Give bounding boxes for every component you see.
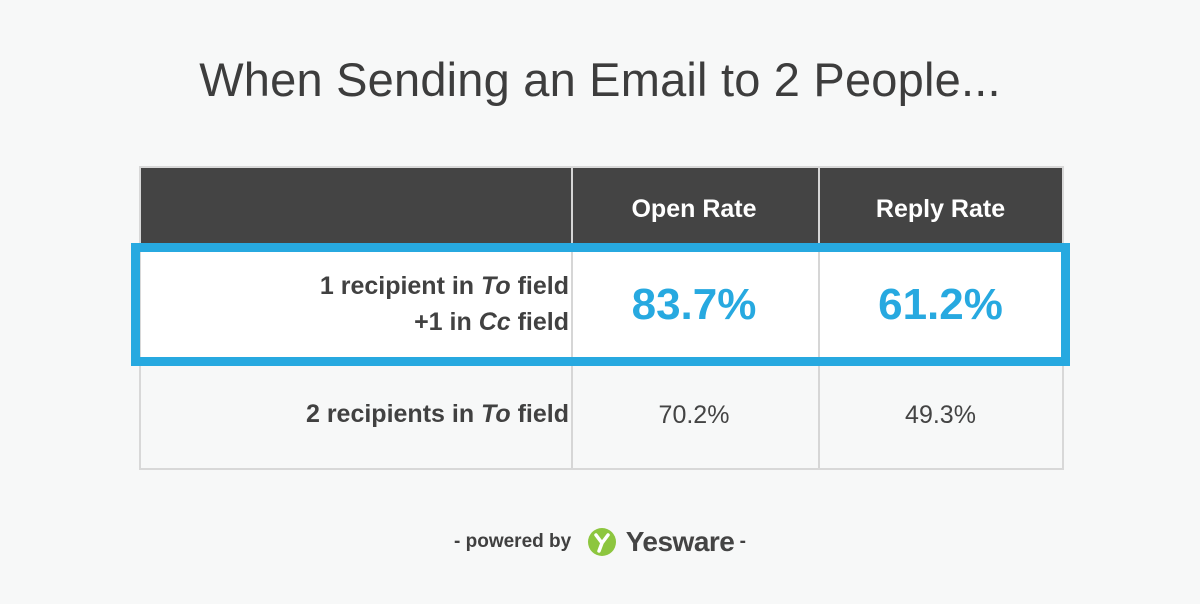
footer: - powered by Yesware - [0, 526, 1200, 558]
row-label-line2: +1 in Cc field [414, 308, 569, 336]
yesware-logo-icon [588, 528, 617, 556]
header-reply-rate: Reply Rate [875, 195, 1006, 223]
comparison-table: Open Rate Reply Rate 1 recipient in To f… [139, 166, 1064, 470]
column-divider [571, 168, 573, 468]
reply-rate-value: 49.3% [905, 401, 976, 429]
open-rate-value: 70.2% [658, 401, 730, 429]
row-label: 2 recipients in To field [305, 400, 569, 428]
brand-name: Yesware [625, 526, 735, 557]
footer-suffix: - [739, 531, 746, 552]
powered-by-text: - powered by [454, 531, 572, 552]
header-open-rate: Open Rate [631, 195, 757, 223]
highlight-box [131, 243, 1070, 366]
row-label-line1: 1 recipient in To field [319, 272, 569, 300]
page-title: When Sending an Email to 2 People... [199, 53, 1001, 106]
table-header: Open Rate Reply Rate [141, 168, 1062, 246]
table-row: 2 recipients in To field 70.2% 49.3% [141, 364, 1062, 468]
table-row: 1 recipient in To field +1 in Cc field 8… [141, 246, 1062, 362]
open-rate-value: 83.7% [631, 280, 757, 329]
column-divider [818, 168, 820, 468]
reply-rate-value: 61.2% [878, 280, 1003, 329]
